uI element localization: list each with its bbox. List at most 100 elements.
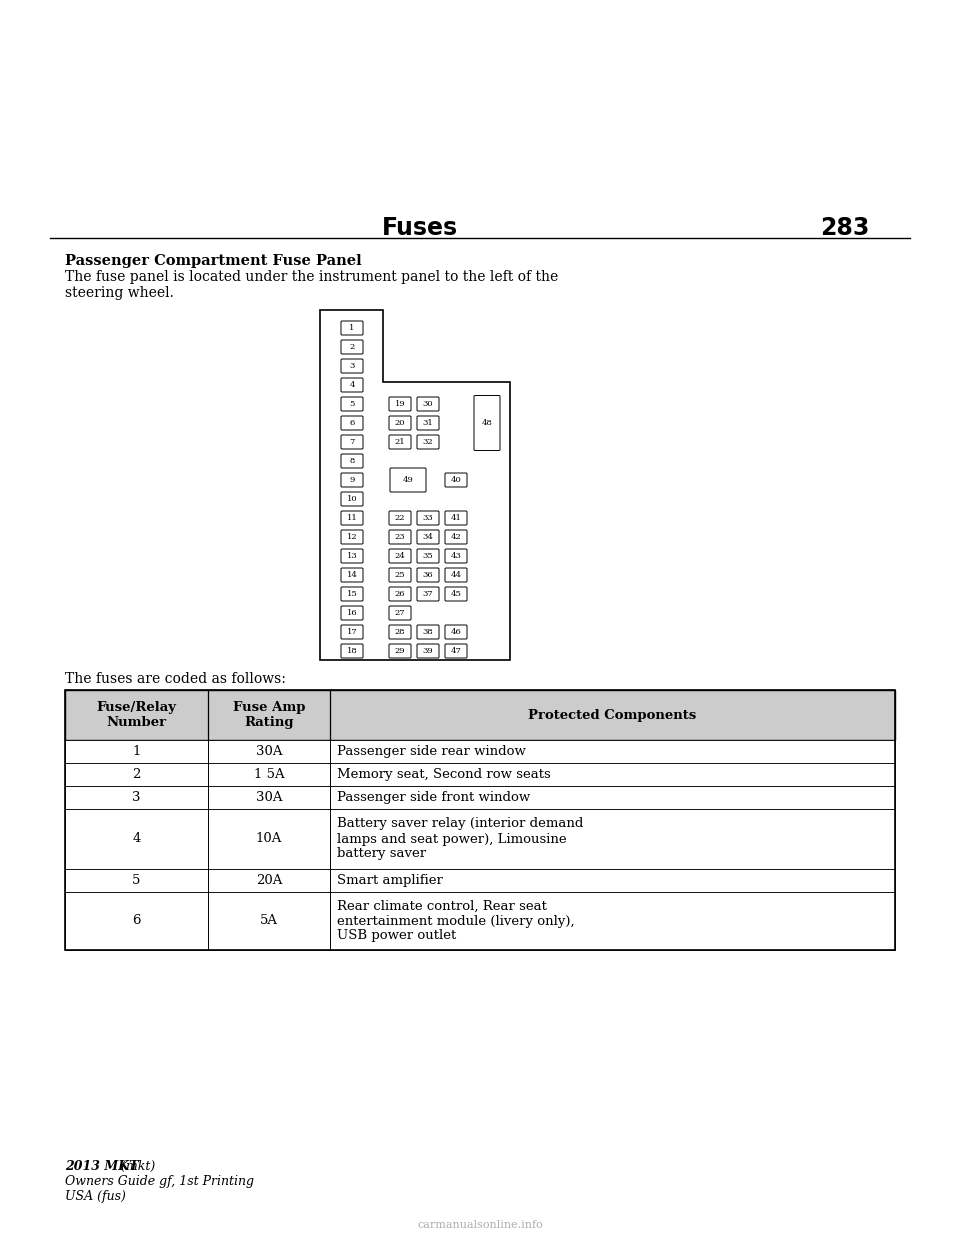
Text: 12: 12 bbox=[347, 533, 357, 542]
Text: 24: 24 bbox=[395, 551, 405, 560]
Text: 43: 43 bbox=[450, 551, 462, 560]
Text: 41: 41 bbox=[450, 514, 462, 522]
Text: 19: 19 bbox=[395, 400, 405, 409]
FancyBboxPatch shape bbox=[341, 645, 363, 658]
Text: 5A: 5A bbox=[260, 914, 278, 928]
Text: 1 5A: 1 5A bbox=[253, 768, 284, 781]
Text: 30A: 30A bbox=[255, 791, 282, 804]
Text: 40: 40 bbox=[450, 476, 462, 484]
Bar bbox=[65, 869, 895, 892]
FancyBboxPatch shape bbox=[341, 435, 363, 450]
Text: Fuse Amp
Rating: Fuse Amp Rating bbox=[232, 700, 305, 729]
Text: 8: 8 bbox=[349, 457, 354, 465]
FancyBboxPatch shape bbox=[445, 473, 467, 487]
FancyBboxPatch shape bbox=[445, 530, 467, 544]
FancyBboxPatch shape bbox=[341, 416, 363, 430]
FancyBboxPatch shape bbox=[417, 568, 439, 582]
Text: 25: 25 bbox=[395, 571, 405, 579]
Bar bbox=[65, 763, 895, 786]
Text: 1: 1 bbox=[132, 745, 141, 758]
FancyBboxPatch shape bbox=[341, 378, 363, 392]
Text: 5: 5 bbox=[349, 400, 354, 409]
Text: 48: 48 bbox=[482, 419, 492, 427]
FancyBboxPatch shape bbox=[341, 359, 363, 373]
Text: Smart amplifier: Smart amplifier bbox=[337, 874, 443, 887]
FancyBboxPatch shape bbox=[445, 510, 467, 525]
Text: 44: 44 bbox=[450, 571, 462, 579]
Text: 29: 29 bbox=[395, 647, 405, 655]
Text: 10: 10 bbox=[347, 496, 357, 503]
FancyBboxPatch shape bbox=[389, 606, 411, 620]
Text: 20: 20 bbox=[395, 419, 405, 427]
Text: 2013 MKT: 2013 MKT bbox=[65, 1160, 138, 1172]
Text: 39: 39 bbox=[422, 647, 433, 655]
Text: 9: 9 bbox=[349, 476, 354, 484]
FancyBboxPatch shape bbox=[341, 625, 363, 638]
Text: 5: 5 bbox=[132, 874, 141, 887]
FancyBboxPatch shape bbox=[417, 549, 439, 563]
Text: 4: 4 bbox=[132, 832, 141, 846]
Text: Memory seat, Second row seats: Memory seat, Second row seats bbox=[337, 768, 551, 781]
Text: 42: 42 bbox=[450, 533, 462, 542]
Bar bbox=[65, 786, 895, 809]
Text: 6: 6 bbox=[349, 419, 354, 427]
Text: 35: 35 bbox=[422, 551, 433, 560]
Text: 2: 2 bbox=[349, 343, 354, 351]
Text: 1: 1 bbox=[349, 324, 354, 332]
Text: USA (fus): USA (fus) bbox=[65, 1190, 126, 1203]
FancyBboxPatch shape bbox=[341, 340, 363, 354]
Text: 45: 45 bbox=[450, 590, 462, 597]
Text: (mkt): (mkt) bbox=[117, 1160, 156, 1172]
Text: 283: 283 bbox=[821, 216, 870, 240]
FancyBboxPatch shape bbox=[445, 568, 467, 582]
FancyBboxPatch shape bbox=[417, 435, 439, 450]
Bar bbox=[65, 809, 895, 869]
Text: 7: 7 bbox=[349, 438, 354, 446]
Text: 11: 11 bbox=[347, 514, 357, 522]
FancyBboxPatch shape bbox=[341, 397, 363, 411]
Text: 16: 16 bbox=[347, 609, 357, 617]
FancyBboxPatch shape bbox=[389, 435, 411, 450]
FancyBboxPatch shape bbox=[417, 510, 439, 525]
FancyBboxPatch shape bbox=[417, 530, 439, 544]
Text: 28: 28 bbox=[395, 628, 405, 636]
FancyBboxPatch shape bbox=[389, 416, 411, 430]
Text: 34: 34 bbox=[422, 533, 433, 542]
Text: 17: 17 bbox=[347, 628, 357, 636]
Text: 27: 27 bbox=[395, 609, 405, 617]
Text: 26: 26 bbox=[395, 590, 405, 597]
Text: Protected Components: Protected Components bbox=[528, 708, 697, 722]
FancyBboxPatch shape bbox=[341, 606, 363, 620]
Text: Owners Guide gf, 1st Printing: Owners Guide gf, 1st Printing bbox=[65, 1175, 254, 1189]
Text: The fuses are coded as follows:: The fuses are coded as follows: bbox=[65, 672, 286, 686]
Text: 30A: 30A bbox=[255, 745, 282, 758]
Text: 18: 18 bbox=[347, 647, 357, 655]
Text: Battery saver relay (interior demand
lamps and seat power), Limousine
battery sa: Battery saver relay (interior demand lam… bbox=[337, 817, 584, 861]
FancyBboxPatch shape bbox=[389, 645, 411, 658]
Bar bbox=[65, 740, 895, 763]
FancyBboxPatch shape bbox=[389, 625, 411, 638]
Text: 14: 14 bbox=[347, 571, 357, 579]
Text: 46: 46 bbox=[450, 628, 462, 636]
Text: 36: 36 bbox=[422, 571, 433, 579]
FancyBboxPatch shape bbox=[417, 587, 439, 601]
FancyBboxPatch shape bbox=[389, 549, 411, 563]
FancyBboxPatch shape bbox=[341, 473, 363, 487]
Text: 13: 13 bbox=[347, 551, 357, 560]
FancyBboxPatch shape bbox=[341, 530, 363, 544]
Text: 33: 33 bbox=[422, 514, 433, 522]
FancyBboxPatch shape bbox=[417, 416, 439, 430]
Bar bbox=[65, 691, 895, 740]
Text: 4: 4 bbox=[349, 381, 355, 389]
FancyBboxPatch shape bbox=[445, 625, 467, 638]
FancyBboxPatch shape bbox=[417, 397, 439, 411]
Text: 37: 37 bbox=[422, 590, 433, 597]
Text: 32: 32 bbox=[422, 438, 433, 446]
FancyBboxPatch shape bbox=[417, 625, 439, 638]
FancyBboxPatch shape bbox=[445, 645, 467, 658]
Text: 47: 47 bbox=[450, 647, 462, 655]
Text: 21: 21 bbox=[395, 438, 405, 446]
Text: 6: 6 bbox=[132, 914, 141, 928]
FancyBboxPatch shape bbox=[445, 549, 467, 563]
Text: 49: 49 bbox=[402, 476, 414, 484]
